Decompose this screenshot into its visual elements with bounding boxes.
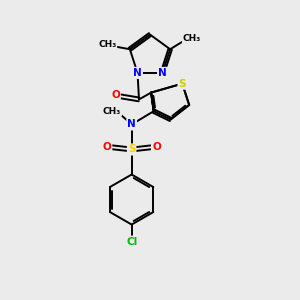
Text: CH₃: CH₃ xyxy=(103,107,121,116)
Text: N: N xyxy=(127,119,136,129)
Text: O: O xyxy=(111,90,120,100)
Text: O: O xyxy=(152,142,161,152)
Text: N: N xyxy=(158,68,167,78)
Text: O: O xyxy=(103,142,111,152)
Text: S: S xyxy=(178,79,186,89)
Text: N: N xyxy=(133,68,142,78)
Text: S: S xyxy=(128,145,135,154)
Text: CH₃: CH₃ xyxy=(183,34,201,43)
Text: CH₃: CH₃ xyxy=(98,40,116,49)
Text: Cl: Cl xyxy=(126,237,137,247)
